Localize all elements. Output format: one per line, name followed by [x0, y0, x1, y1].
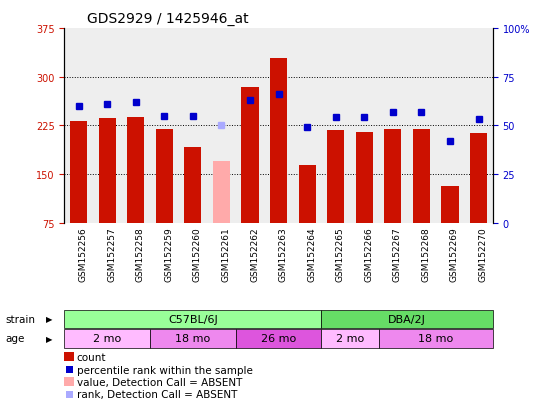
Text: C57BL/6J: C57BL/6J — [168, 314, 218, 324]
Bar — [156, 129, 173, 223]
Bar — [127, 118, 144, 223]
Text: percentile rank within the sample: percentile rank within the sample — [77, 365, 253, 375]
Bar — [321, 329, 379, 348]
Text: GSM152266: GSM152266 — [364, 227, 374, 282]
Bar — [321, 310, 493, 328]
Text: GSM152257: GSM152257 — [108, 227, 116, 282]
Bar — [236, 329, 321, 348]
Text: GSM152267: GSM152267 — [393, 227, 402, 282]
Text: age: age — [6, 333, 25, 344]
Bar — [441, 186, 459, 223]
Bar — [356, 133, 373, 223]
Text: rank, Detection Call = ABSENT: rank, Detection Call = ABSENT — [77, 389, 237, 399]
Bar — [150, 329, 236, 348]
Text: DBA/2J: DBA/2J — [388, 314, 426, 324]
Bar — [70, 121, 87, 223]
Bar — [99, 119, 116, 223]
Bar — [184, 147, 202, 223]
Text: value, Detection Call = ABSENT: value, Detection Call = ABSENT — [77, 377, 242, 387]
Text: GSM152269: GSM152269 — [450, 227, 459, 282]
Text: 18 mo: 18 mo — [175, 333, 211, 344]
Text: 2 mo: 2 mo — [336, 333, 364, 344]
Text: GSM152264: GSM152264 — [307, 227, 316, 282]
Text: GSM152265: GSM152265 — [335, 227, 345, 282]
Text: GSM152258: GSM152258 — [136, 227, 145, 282]
Text: 26 mo: 26 mo — [261, 333, 296, 344]
Bar — [298, 166, 316, 223]
Bar — [64, 329, 150, 348]
Bar — [241, 88, 259, 223]
Bar — [327, 131, 344, 223]
Bar — [270, 59, 287, 223]
Text: ▶: ▶ — [46, 315, 53, 323]
Text: ▶: ▶ — [46, 334, 53, 343]
Bar — [384, 129, 402, 223]
Text: GSM152262: GSM152262 — [250, 227, 259, 282]
Bar — [64, 310, 321, 328]
Text: 2 mo: 2 mo — [93, 333, 122, 344]
Bar — [213, 161, 230, 223]
Text: GDS2929 / 1425946_at: GDS2929 / 1425946_at — [87, 12, 249, 26]
Bar — [470, 134, 487, 223]
Text: 18 mo: 18 mo — [418, 333, 453, 344]
Text: GSM152259: GSM152259 — [165, 227, 174, 282]
Text: GSM152268: GSM152268 — [421, 227, 431, 282]
Bar — [413, 129, 430, 223]
Text: count: count — [77, 352, 106, 362]
Text: GSM152261: GSM152261 — [221, 227, 231, 282]
Text: GSM152256: GSM152256 — [78, 227, 88, 282]
Text: GSM152263: GSM152263 — [279, 227, 288, 282]
Text: GSM152260: GSM152260 — [193, 227, 202, 282]
Text: strain: strain — [6, 314, 36, 324]
Text: GSM152270: GSM152270 — [478, 227, 488, 282]
Bar — [379, 329, 493, 348]
